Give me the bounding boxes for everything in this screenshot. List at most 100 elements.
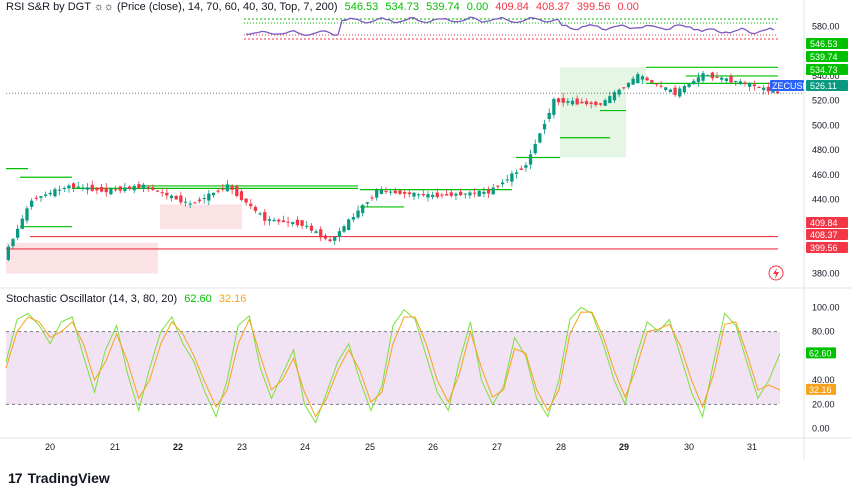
candle-body	[729, 76, 733, 83]
candle-body	[230, 186, 234, 190]
candle-body	[90, 184, 94, 191]
candle-body	[617, 89, 621, 95]
rsi-value-2: 534.73	[385, 1, 420, 13]
price-axis-tick: 580.00	[812, 22, 840, 32]
candle-body	[524, 165, 528, 168]
time-axis-label: 31	[747, 442, 757, 452]
candle-body	[57, 189, 62, 191]
last-price-badge-box	[806, 80, 848, 91]
candle-body	[561, 98, 565, 103]
candle-body	[319, 229, 323, 238]
candle-body	[636, 74, 640, 84]
price-axis-tick: 500.00	[812, 120, 840, 130]
candle-body	[113, 189, 118, 191]
candle-body	[440, 194, 444, 196]
candle-body	[668, 89, 673, 92]
candle-body	[169, 195, 174, 199]
candle-body	[188, 203, 192, 205]
candle-body	[715, 76, 719, 78]
symbol-label: ZECUSD	[772, 81, 810, 91]
candle-body	[654, 83, 659, 85]
candle-body	[724, 78, 729, 82]
candle-body	[710, 72, 715, 79]
price-badge: 546.53	[806, 38, 848, 49]
candle-body	[444, 193, 449, 196]
candle-body	[472, 192, 477, 194]
candle-body	[496, 185, 500, 187]
time-axis-label: 30	[684, 442, 694, 452]
candle-body	[482, 191, 486, 194]
candle-body	[589, 102, 593, 105]
price-axis-tick: 480.00	[812, 145, 840, 155]
price-axis-tick: 520.00	[812, 96, 840, 106]
candle-body	[202, 198, 206, 200]
time-axis-label: 27	[492, 442, 502, 452]
candle-body	[118, 186, 122, 191]
candle-body	[127, 186, 132, 189]
rsi-value-4: 0.00	[466, 1, 489, 13]
candle-body	[603, 100, 607, 106]
stoch-axis-tick: 20.00	[812, 399, 835, 409]
price-badge-box	[806, 217, 848, 228]
brand-name: TradingView	[27, 470, 110, 486]
candle-body	[183, 201, 188, 203]
candle-body	[328, 239, 332, 242]
candle-body	[34, 197, 38, 199]
candle-body	[505, 179, 509, 181]
candle-body	[528, 154, 533, 165]
stoch-d-value: 32.16	[218, 293, 247, 305]
candle-body	[458, 191, 463, 196]
candle-body	[165, 192, 169, 196]
candle-body	[174, 196, 178, 200]
time-axis-label: 28	[556, 442, 566, 452]
candle-body	[314, 231, 318, 234]
time-axis-label: 24	[300, 442, 310, 452]
price-axis-tick: 460.00	[812, 170, 840, 180]
time-axis-label: 26	[428, 442, 438, 452]
price-badge-box	[806, 38, 848, 49]
rsi-value-7: 399.56	[576, 1, 611, 13]
tradingview-logo-icon: 17	[8, 470, 23, 486]
candle-body	[351, 217, 355, 220]
rsi-value-8: 0.00	[617, 1, 639, 13]
candle-body	[720, 77, 724, 80]
candle-body	[659, 85, 663, 87]
candle-body	[771, 90, 775, 93]
candle-body	[333, 236, 337, 241]
price-badge-label: 546.53	[810, 39, 838, 49]
candle-body	[734, 81, 738, 83]
resistance-zone	[160, 204, 242, 230]
price-badge-label: 534.73	[810, 65, 838, 75]
support-zone	[626, 67, 646, 84]
candle-body	[566, 101, 570, 103]
rsi-indicator-label: RSI S&R by DGT ☼☼ (Price (close), 14, 70…	[6, 1, 338, 13]
stoch-value-badge-box	[806, 347, 836, 359]
candle-body	[687, 84, 691, 87]
candle-body	[454, 193, 458, 196]
candle-body	[584, 101, 589, 105]
candle-body	[211, 192, 216, 196]
candle-body	[389, 191, 393, 193]
rsi-value-1: 546.53	[344, 1, 379, 13]
candle-body	[20, 218, 24, 229]
time-axis-label: 25	[365, 442, 375, 452]
price-badge: 534.73	[806, 64, 848, 75]
candle-body	[421, 193, 425, 196]
candle-body	[71, 183, 76, 188]
candle-body	[556, 98, 561, 103]
candle-body	[365, 202, 369, 204]
stoch-label: Stochastic Oscillator (14, 3, 80, 20)	[6, 293, 178, 305]
candle-body	[752, 84, 756, 87]
candle-body	[398, 190, 402, 194]
candle-body	[645, 77, 649, 81]
price-badge: 409.84	[806, 217, 848, 228]
candle-body	[631, 78, 635, 85]
stoch-value-badge: 32.16	[806, 383, 836, 395]
candle-body	[533, 143, 537, 154]
candle-body	[612, 92, 617, 101]
candle-body	[701, 73, 705, 81]
candle-body	[417, 194, 421, 196]
candle-body	[286, 221, 290, 223]
candle-body	[622, 87, 626, 89]
